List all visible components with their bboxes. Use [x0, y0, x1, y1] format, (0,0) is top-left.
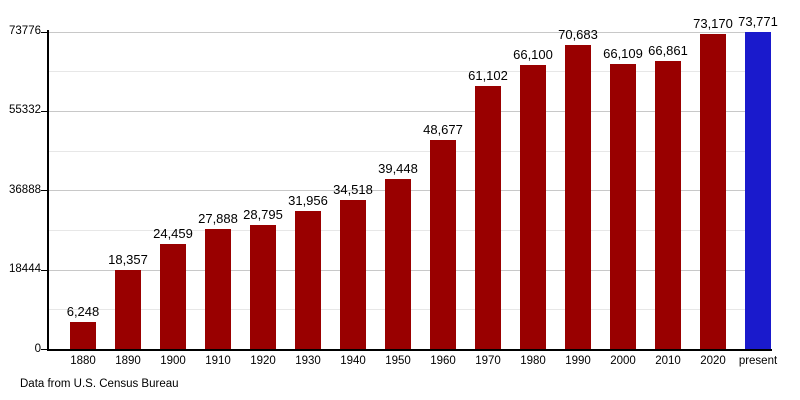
x-tick-label: 1950: [385, 355, 411, 367]
y-tick-label: 36888: [9, 183, 41, 196]
x-tick-label: 1890: [115, 355, 141, 367]
bar-value-label: 24,459: [153, 225, 193, 241]
bar-value-label: 73,771: [738, 13, 778, 29]
x-tick-label: 1900: [160, 355, 186, 367]
bar-value-label: 66,100: [513, 46, 553, 62]
y-axis-tick: [41, 269, 47, 271]
bar-2010: [655, 61, 681, 349]
bar-value-label: 28,795: [243, 207, 283, 223]
bar-1920: [250, 225, 276, 349]
bar-1890: [115, 269, 141, 349]
y-axis-line: [47, 29, 49, 351]
bar-1990: [565, 44, 591, 349]
bar-1900: [160, 243, 186, 349]
bar-1930: [295, 211, 321, 349]
y-tick-label: 0: [34, 342, 41, 355]
x-tick-label: 1990: [565, 355, 591, 367]
minor-gridline: [48, 71, 771, 73]
y-axis-tick: [41, 110, 47, 112]
bar-2020: [700, 34, 726, 349]
x-tick-label: 1930: [295, 355, 321, 367]
x-tick-label: 1940: [340, 355, 366, 367]
bar-value-label: 48,677: [423, 121, 463, 137]
y-tick-label: 55332: [9, 104, 41, 117]
y-axis-tick: [41, 190, 47, 192]
y-axis-tick: [41, 31, 47, 33]
bar-1910: [205, 228, 231, 349]
x-tick-label: 1880: [70, 355, 96, 367]
major-gridline: [48, 31, 771, 33]
bar-1940: [340, 200, 366, 349]
major-gridline: [48, 110, 771, 112]
bar-1980: [520, 64, 546, 349]
bar-value-label: 31,956: [288, 193, 328, 209]
bar-value-label: 18,357: [108, 251, 148, 267]
x-tick-label: 1960: [430, 355, 456, 367]
bar-value-label: 66,861: [648, 43, 688, 59]
x-tick-label: 2020: [700, 355, 726, 367]
bar-1950: [385, 179, 411, 349]
x-tick-label: 2010: [655, 355, 681, 367]
bar-value-label: 70,683: [558, 26, 598, 42]
bar-value-label: 66,109: [603, 46, 643, 62]
bar-value-label: 27,888: [198, 210, 238, 226]
bar-value-label: 34,518: [333, 182, 373, 198]
bar-present: [745, 31, 771, 349]
bar-value-label: 6,248: [66, 304, 100, 320]
x-tick-label: 1970: [475, 355, 501, 367]
x-tick-label: present: [738, 355, 778, 367]
x-tick-label: 2000: [610, 355, 636, 367]
bar-value-label: 39,448: [378, 161, 418, 177]
x-tick-label: 1910: [205, 355, 231, 367]
bar-value-label: 61,102: [468, 68, 508, 84]
bar-1880: [70, 322, 96, 349]
bar-1970: [475, 86, 501, 349]
x-tick-label: 1920: [250, 355, 276, 367]
y-tick-label: 73776: [9, 25, 41, 37]
bar-1960: [430, 139, 456, 349]
x-tick-label: 1980: [520, 355, 546, 367]
y-tick-label: 18444: [9, 263, 41, 276]
y-axis-tick: [41, 349, 47, 350]
minor-gridline: [48, 150, 771, 152]
x-axis-line: [47, 349, 772, 351]
source-note: Data from U.S. Census Bureau: [20, 378, 179, 390]
bar-value-label: 73,170: [693, 16, 733, 32]
bar-2000: [610, 64, 636, 349]
